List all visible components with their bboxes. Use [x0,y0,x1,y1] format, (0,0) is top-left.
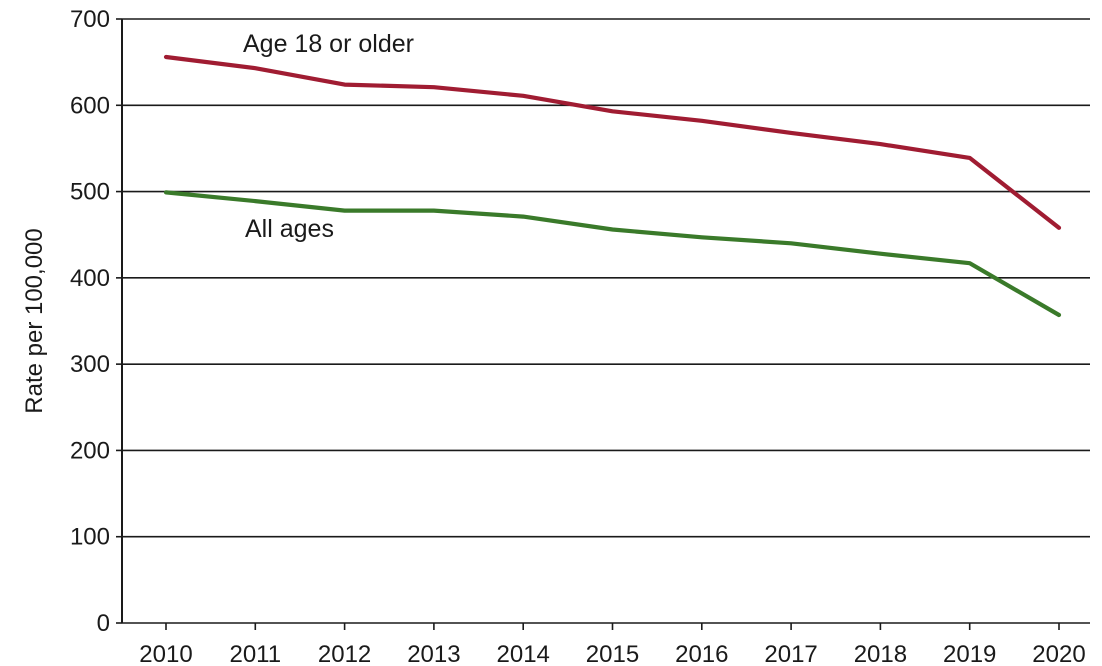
y-tick-label: 0 [97,610,110,637]
series-lines [163,54,1062,318]
x-tick-label: 2017 [764,641,817,666]
y-axis-title: Rate per 100,000 [21,228,48,413]
x-tick-label: 2019 [943,641,996,666]
y-tick-label: 500 [70,179,110,206]
series-line-all-ages [163,190,1062,318]
series-label-all-ages: All ages [245,215,334,243]
x-tick-label: 2011 [229,641,281,666]
y-tick-label: 100 [70,524,110,551]
x-axis-tick-labels: 2010 2011 2012 2013 2014 2015 2016 2017 2018 2019… [139,623,1086,666]
x-tick-label: 2010 [139,641,192,666]
x-tick-label: 2013 [407,641,460,666]
series-label-age-18-or-older: Age 18 or older [243,30,414,58]
y-axis-tick-labels: 0 100 200 300 400 500 600 700 [70,6,110,637]
x-tick-label: 2018 [854,641,907,666]
y-tick-label: 600 [70,92,110,119]
y-tick-label: 300 [70,351,110,378]
x-tick-label: 2015 [586,641,639,666]
x-tick-label: 2012 [318,641,371,666]
y-tick-label: 200 [70,437,110,464]
x-tick-label: 2016 [675,641,728,666]
gridlines [116,18,1090,624]
x-tick-label: 2020 [1032,641,1085,666]
series-line-age-18-or-older [163,54,1062,230]
y-tick-label: 700 [70,6,110,33]
x-tick-label: 2014 [497,641,550,666]
y-tick-label: 400 [70,265,110,292]
